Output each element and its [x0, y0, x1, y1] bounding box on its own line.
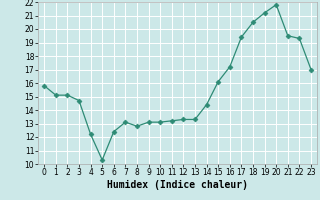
X-axis label: Humidex (Indice chaleur): Humidex (Indice chaleur): [107, 180, 248, 190]
